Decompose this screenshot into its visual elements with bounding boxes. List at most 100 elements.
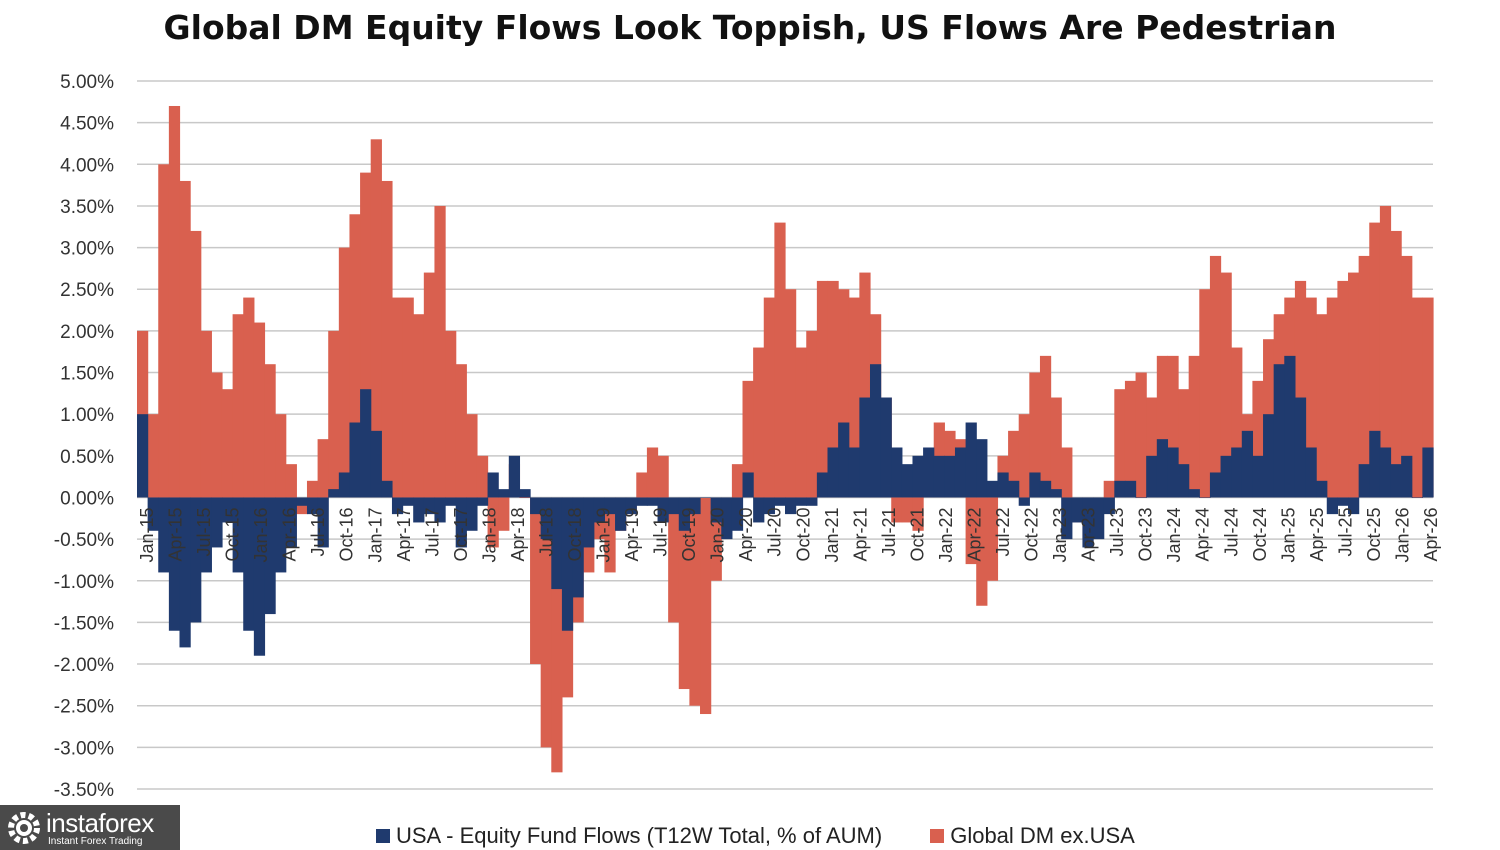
x-tick-label: Apr-17 — [394, 507, 414, 561]
usa-flow-bar — [816, 472, 829, 498]
dm-flow-bar — [1305, 297, 1317, 498]
dm-flow-bar — [1008, 430, 1020, 498]
dm-flow-bar — [1379, 205, 1392, 498]
usa-flow-bar — [466, 497, 478, 531]
dm-flow-bar — [445, 330, 457, 498]
usa-flow-bar — [1316, 480, 1328, 498]
usa-flow-bar — [668, 497, 680, 515]
x-tick-label: Apr-25 — [1307, 507, 1327, 561]
y-tick-label: 5.00% — [60, 72, 114, 93]
usa-flow-bar — [827, 447, 839, 498]
legend-label-dm: Global DM ex.USA — [950, 823, 1135, 848]
dm-flow-bar — [1411, 297, 1423, 498]
y-tick-label: 1.50% — [60, 364, 114, 385]
usa-flow-bar — [912, 455, 924, 498]
usa-flow-bar — [795, 497, 807, 506]
usa-flow-bar — [1008, 480, 1020, 498]
dm-flow-bar — [413, 314, 425, 498]
chart-title: Global DM Equity Flows Look Toppish, US … — [163, 8, 1337, 47]
dm-flow-bar — [360, 172, 372, 498]
usa-flow-bar — [880, 397, 892, 498]
dm-flow-bar — [700, 497, 712, 715]
dm-flow-bar — [158, 164, 170, 498]
dm-flow-bar — [689, 497, 701, 706]
dm-flow-bar — [328, 330, 340, 498]
x-tick-label: Apr-24 — [1193, 507, 1213, 561]
x-tick-label: Oct-24 — [1250, 507, 1270, 561]
series-usa-equity-flows — [137, 355, 1434, 656]
x-tick-label: Jan-22 — [936, 507, 956, 562]
dm-flow-bar — [1188, 355, 1200, 498]
dm-flow-bar — [742, 380, 754, 498]
y-tick-label: 1.00% — [60, 405, 114, 426]
usa-flow-bar — [944, 455, 956, 498]
dm-flow-bar — [253, 322, 266, 498]
usa-flow-bar — [455, 497, 467, 548]
dm-flow-bar — [965, 497, 977, 565]
dm-flow-bar — [1337, 280, 1349, 498]
usa-flow-bar — [561, 497, 574, 631]
x-tick-label: Jan-24 — [1164, 507, 1184, 562]
usa-flow-bar — [306, 497, 319, 515]
dm-flow-bar — [137, 330, 149, 498]
x-tick-label: Oct-22 — [1022, 507, 1042, 561]
usa-flow-bar — [391, 497, 404, 515]
x-tick-label: Jan-19 — [594, 507, 614, 562]
usa-flow-bar — [678, 497, 690, 531]
gear-logo-icon — [8, 812, 40, 844]
dm-flow-bar — [774, 222, 786, 498]
usa-flow-bar — [370, 430, 382, 498]
usa-flow-bar — [1071, 497, 1084, 523]
usa-flow-bar — [168, 497, 181, 631]
usa-flow-bar — [1188, 489, 1200, 498]
chart-legend: USA - Equity Fund Flows (T12W Total, % o… — [376, 822, 1183, 850]
legend-label-usa: USA - Equity Fund Flows (T12W Total, % o… — [396, 823, 883, 848]
dm-flow-bar — [848, 297, 860, 498]
dm-flow-bar — [476, 455, 489, 498]
usa-flow-bar — [200, 497, 212, 573]
usa-flow-bar — [1156, 439, 1169, 498]
usa-flow-bar — [221, 497, 234, 523]
x-tick-label: Jan-25 — [1278, 507, 1298, 562]
x-axis-ticks: Jan-15 Apr-15 Jul-15 Oct-15 Jan-16 Apr-16 Jul-… — [137, 507, 1441, 562]
dm-flow-bar — [1369, 222, 1381, 498]
usa-flow-bar — [1135, 497, 1147, 498]
usa-flow-bar — [689, 497, 701, 515]
dm-flow-bar — [1178, 389, 1190, 498]
usa-flow-bar — [976, 439, 988, 498]
dm-flow-bar — [317, 439, 329, 498]
dm-flow-bar — [306, 480, 319, 498]
usa-flow-bar — [147, 497, 159, 531]
usa-flow-bar — [540, 497, 552, 540]
legend-item-usa: USA - Equity Fund Flows (T12W Total, % o… — [376, 823, 882, 849]
usa-flow-bar — [158, 497, 170, 573]
dm-flow-bar — [168, 105, 181, 498]
y-tick-label: 0.00% — [60, 488, 114, 509]
usa-flow-bar — [519, 489, 531, 498]
dm-flow-bar — [1029, 372, 1041, 498]
dm-flow-bar — [402, 297, 414, 498]
y-tick-label: -0.50% — [54, 530, 114, 551]
usa-flow-bar — [1284, 355, 1296, 498]
dm-flow-bar — [190, 230, 202, 498]
dm-flow-bar — [678, 497, 690, 690]
dm-flow-bar — [1220, 272, 1232, 498]
watermark-brand: instaforex — [46, 808, 154, 838]
dm-flow-bar — [901, 497, 914, 523]
usa-flow-bar — [1018, 497, 1030, 506]
dm-flow-bar — [827, 280, 839, 498]
y-tick-label: 3.00% — [60, 239, 114, 260]
dm-flow-bar — [211, 372, 223, 498]
dm-flow-bar — [646, 447, 659, 498]
usa-flow-bar — [1146, 455, 1158, 498]
usa-flow-bar — [1178, 464, 1190, 498]
dm-flow-bar — [657, 455, 669, 498]
dm-flow-bar — [530, 497, 542, 665]
usa-flow-bar — [838, 422, 850, 498]
usa-flow-bar — [731, 497, 744, 531]
usa-flow-bar — [923, 447, 935, 498]
dm-flow-bar — [1167, 355, 1179, 498]
usa-flow-bar — [1369, 430, 1381, 498]
usa-flow-bar — [402, 497, 414, 506]
x-tick-label: Apr-15 — [166, 507, 186, 561]
